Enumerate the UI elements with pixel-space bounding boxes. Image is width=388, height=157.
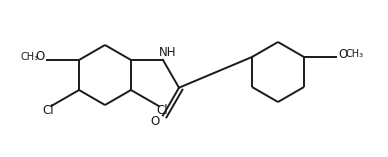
Text: Cl: Cl xyxy=(43,103,54,116)
Text: O: O xyxy=(36,51,45,63)
Text: Cl: Cl xyxy=(156,103,168,116)
Text: O: O xyxy=(338,48,347,60)
Text: NH: NH xyxy=(159,46,177,60)
Text: CH₃: CH₃ xyxy=(346,49,364,59)
Text: O: O xyxy=(151,115,159,128)
Text: CH₃: CH₃ xyxy=(21,52,39,62)
